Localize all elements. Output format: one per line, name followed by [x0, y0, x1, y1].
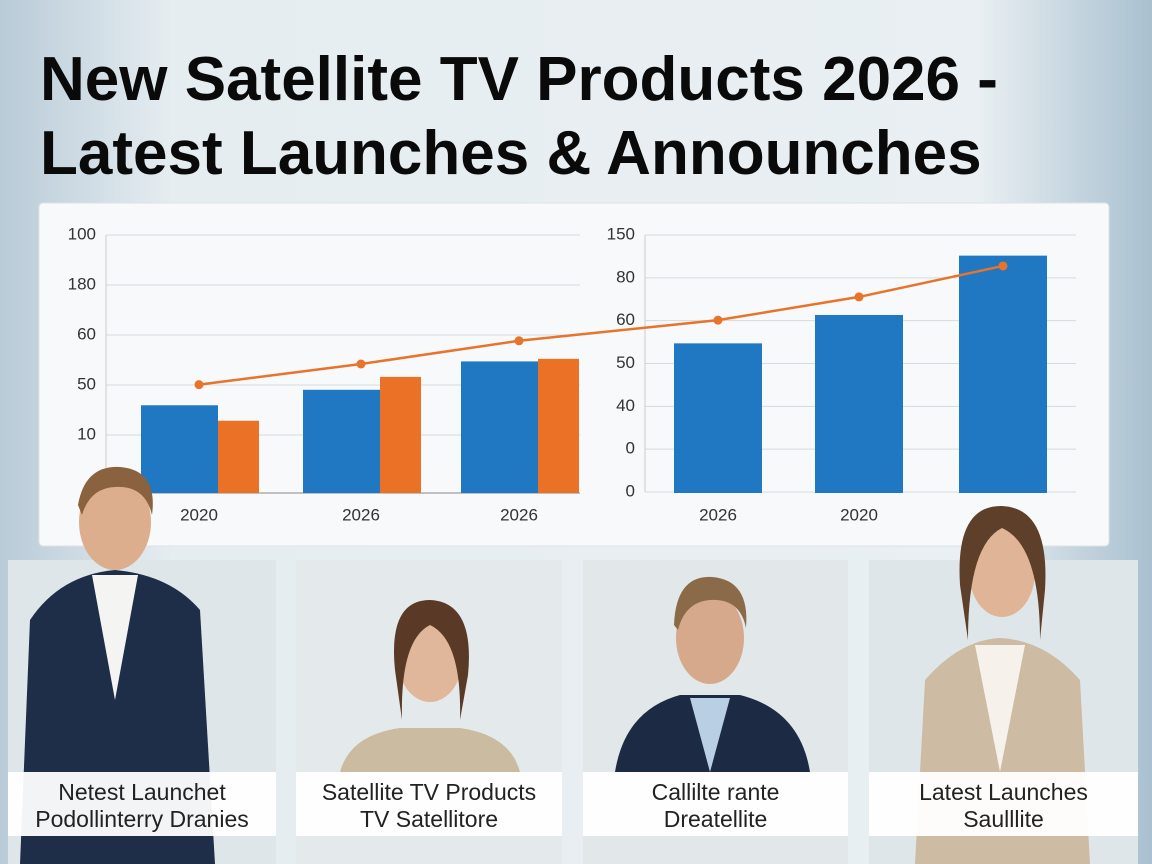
y-tick-label: 60 — [77, 324, 96, 343]
person — [975, 645, 1025, 772]
line-point — [356, 359, 366, 369]
bar — [959, 255, 1047, 493]
chart: 100 180 60 50 10 150 80 60 50 40 0 0 2020 2026 2026 202… — [68, 224, 1076, 524]
caption-box — [583, 772, 848, 836]
bar — [815, 314, 903, 493]
bar — [303, 389, 380, 493]
caption: Podollinterry Dranies — [35, 806, 248, 832]
title-line: New Satellite TV Products 2026 - — [40, 45, 998, 114]
y2-tick-label: 150 — [607, 224, 635, 243]
title-line: Latest Launches & Announches — [40, 119, 982, 188]
x-tick-label: 2026 — [342, 505, 380, 524]
caption-box — [8, 772, 276, 836]
caption: Dreatellite — [664, 806, 768, 832]
bar — [674, 343, 762, 493]
x-tick-label: 2020 — [840, 505, 878, 524]
person — [340, 728, 520, 772]
person — [969, 527, 1035, 617]
caption: Saulllite — [963, 806, 1044, 832]
y2-tick-label: 50 — [616, 353, 635, 372]
bar — [380, 376, 421, 493]
y2-tick-label: 80 — [616, 267, 635, 286]
y2-tick-label: 60 — [616, 310, 635, 329]
bar — [141, 405, 218, 493]
person — [959, 505, 1046, 640]
person — [79, 474, 151, 570]
caption: Netest Launchet — [58, 779, 226, 805]
person — [394, 600, 469, 720]
bar — [538, 358, 579, 493]
caption: TV Satellitore — [360, 806, 498, 832]
y-tick-label: 180 — [68, 274, 96, 293]
line-point — [854, 292, 864, 302]
x-tick-label: 2026 — [699, 505, 737, 524]
x-tick-label: 2020 — [180, 505, 218, 524]
caption-box — [869, 772, 1138, 836]
person — [676, 592, 744, 684]
line-point — [713, 315, 723, 325]
caption: Latest Launches — [919, 779, 1088, 805]
person — [690, 698, 730, 772]
line-point — [194, 380, 204, 390]
person — [674, 576, 747, 630]
line-point — [998, 261, 1008, 271]
bar — [461, 361, 538, 493]
y-tick-label: 10 — [77, 424, 96, 443]
caption: Callilte rante — [652, 779, 780, 805]
y-tick-label: 50 — [77, 374, 96, 393]
bar — [218, 420, 259, 493]
y2-tick-label: 0 — [626, 481, 635, 500]
line — [198, 264, 1004, 386]
x-tick-label: 2026 — [500, 505, 538, 524]
person — [78, 466, 153, 515]
y2-tick-label: 40 — [616, 396, 635, 415]
person — [92, 575, 138, 700]
caption-box — [296, 772, 562, 836]
y2-tick-label: 0 — [626, 439, 635, 458]
y-tick-label: 100 — [68, 224, 96, 243]
caption: Satellite TV Products — [322, 779, 536, 805]
line-point — [514, 336, 524, 346]
